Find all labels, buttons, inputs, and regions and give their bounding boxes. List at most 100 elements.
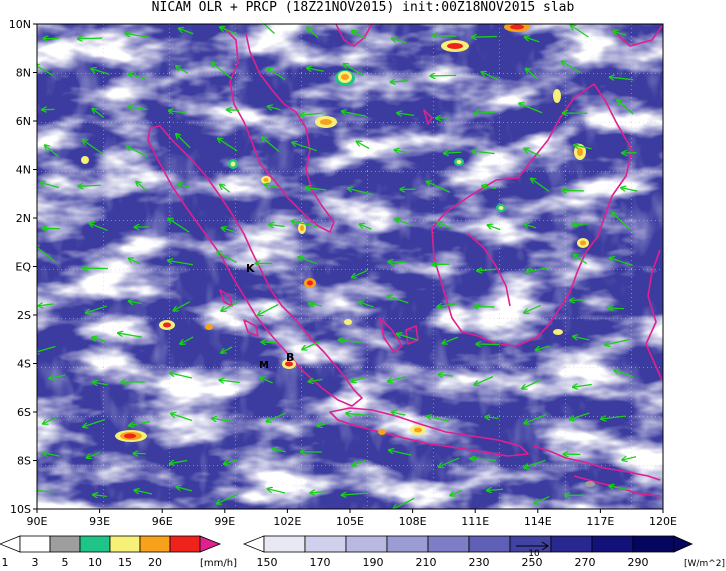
lat-label: 2N [16, 212, 31, 225]
precip-cell [441, 40, 469, 52]
wind-vector [38, 304, 54, 306]
wind-vector [614, 370, 634, 378]
wind-vector [86, 305, 108, 313]
philippines-coast [611, 25, 663, 47]
wind-vector [93, 382, 108, 385]
precip-cell [159, 320, 175, 330]
wind-vector [220, 27, 238, 36]
prcp-label: 20 [148, 556, 162, 569]
wind-vector [179, 29, 194, 35]
wind-vector [562, 61, 581, 74]
wind-vector [45, 145, 59, 158]
wind-vector [344, 64, 364, 76]
wind-vector [342, 111, 367, 118]
longitude-axis: 90E 93E 96E 99E 102E 105E 108E 111E 114E 117E 120E [27, 509, 677, 528]
precip-cell [81, 156, 89, 164]
wind-vector [129, 258, 141, 265]
wind-vector [339, 340, 361, 343]
precip-cell [553, 329, 563, 335]
wind-vector [360, 224, 372, 230]
wind-vector [268, 106, 281, 110]
lat-label: 4S [17, 358, 31, 371]
wind-vector [352, 31, 367, 40]
wind-vector [574, 145, 592, 150]
wind-vector [570, 412, 590, 419]
marker-m: M [259, 360, 269, 371]
precip-cell [205, 324, 213, 330]
precip-cell [315, 116, 337, 128]
wind-vector [221, 301, 239, 311]
olr-label: 230 [469, 556, 490, 569]
natuna-islands [423, 109, 433, 125]
wind-vector [92, 338, 106, 341]
wind-vector [92, 109, 104, 118]
lat-label: 6S [17, 406, 31, 419]
wind-vector [622, 457, 637, 460]
wind-vector [307, 68, 324, 71]
prcp-legend-upper-cap [199, 535, 222, 553]
wind-vector [37, 490, 55, 492]
wind-vector [613, 31, 627, 36]
wind-vector [613, 213, 631, 231]
wind-vector [267, 412, 286, 421]
precip-cell [304, 278, 316, 288]
borneo-coast [431, 83, 633, 347]
wind-vector [525, 37, 540, 43]
wind-vector [617, 100, 634, 115]
olr-bin [427, 535, 470, 553]
wind-vector [444, 152, 462, 153]
wind-vector [485, 417, 499, 418]
precip-legend: 1 3 5 10 15 20 [mm/h] [0, 535, 237, 569]
wind-vector [269, 225, 285, 227]
olr-legend-lower-cap [242, 535, 265, 553]
lon-label: 114E [524, 515, 552, 528]
precip-cell [282, 359, 296, 369]
wind-vector [220, 185, 231, 193]
wind-vector [43, 417, 56, 424]
wind-vector [391, 81, 408, 83]
wind-vector [176, 134, 191, 149]
lon-label: 105E [336, 515, 364, 528]
wind-vector [90, 223, 108, 232]
marker-k: K [246, 262, 255, 275]
bali-lombok-coast [533, 445, 661, 481]
lon-label: 102E [273, 515, 301, 528]
wind-vector [605, 338, 630, 344]
precip-cells [81, 24, 595, 487]
wind-vector [43, 453, 60, 456]
prcp-bin [19, 535, 51, 553]
wind-vector [273, 449, 286, 452]
wind-vector [222, 228, 235, 233]
wind-vector [477, 269, 497, 271]
prcp-bin [139, 535, 171, 553]
marker-b: B [286, 351, 294, 364]
precip-cell [115, 430, 147, 442]
olr-label: 270 [575, 556, 596, 569]
wind-vector [389, 450, 412, 456]
wind-vector [129, 301, 142, 303]
prcp-label: 15 [118, 556, 132, 569]
wind-vector [217, 493, 239, 503]
wind-vector [397, 113, 415, 115]
lat-label: 10N [9, 18, 31, 31]
wind-vector [83, 418, 106, 427]
olr-label: 250 [522, 556, 543, 569]
prcp-legend-lower-cap [0, 535, 21, 553]
wind-vector [298, 257, 318, 265]
wind-vector [212, 418, 234, 423]
wind-vectors [37, 24, 638, 509]
lat-label: EQ [15, 261, 31, 274]
wind-vector [524, 304, 542, 312]
prcp-bin [169, 535, 201, 553]
wind-vector [168, 219, 190, 233]
wind-vector [176, 66, 189, 74]
wind-vector [609, 486, 629, 491]
map-title: NICAM OLR + PRCP (18Z21NOV2015) init:00Z… [151, 0, 575, 15]
lat-label: 6N [16, 115, 31, 128]
wind-vector [474, 112, 495, 113]
olr-bin [468, 535, 511, 553]
wind-vector [522, 379, 541, 389]
wind-vector [610, 77, 634, 80]
olr-bin [591, 535, 634, 553]
lon-label: 108E [399, 515, 427, 528]
